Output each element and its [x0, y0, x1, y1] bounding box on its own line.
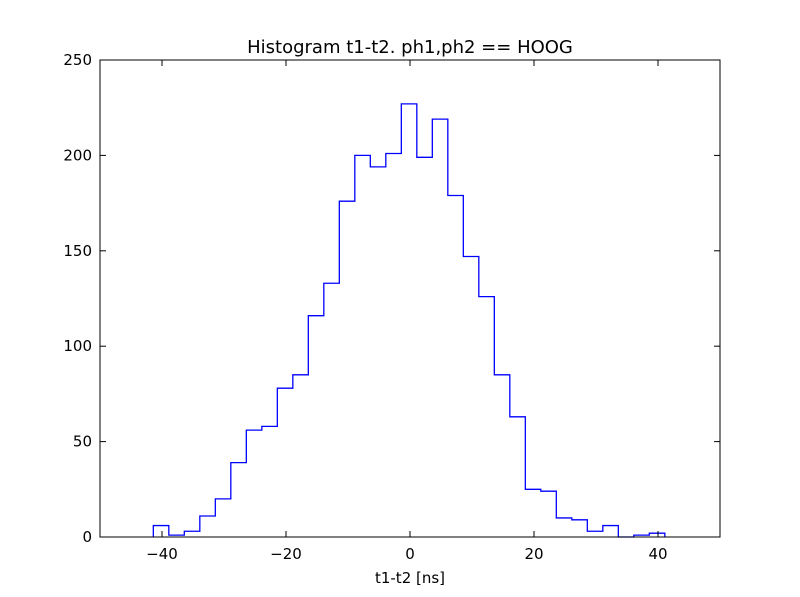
x-tick-label: −40	[146, 545, 178, 563]
y-tick-label: 200	[63, 146, 92, 164]
plot-area	[152, 103, 666, 538]
y-tick-label: 150	[63, 242, 92, 260]
y-tick-label: 50	[73, 433, 92, 451]
y-tick-label: 250	[63, 51, 92, 69]
x-tick-label: 40	[648, 545, 667, 563]
histogram-step-line	[152, 103, 666, 538]
y-tick-label: 0	[82, 528, 92, 546]
x-tick-label: −20	[270, 545, 302, 563]
y-axis-ticks: 0 50 100 150 200 250	[63, 51, 720, 546]
y-tick-label: 100	[63, 337, 92, 355]
x-axis-ticks: −40 −20 0 20 40	[146, 60, 668, 563]
x-axis-label: t1-t2 [ns]	[375, 569, 445, 587]
chart-title: Histogram t1-t2. ph1,ph2 == HOOG	[247, 37, 573, 58]
x-tick-label: 20	[524, 545, 543, 563]
x-tick-label: 0	[405, 545, 415, 563]
